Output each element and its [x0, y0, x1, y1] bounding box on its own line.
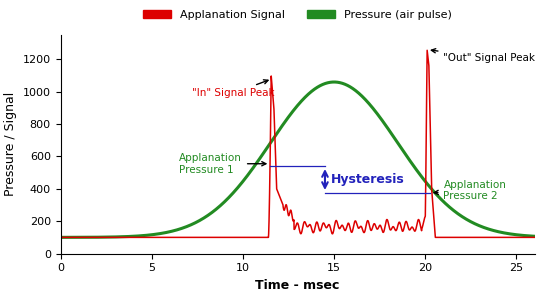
- Pressure (air pulse): [330, 80, 337, 84]
- Applanation Signal: [424, 49, 430, 52]
- Pressure (air pulse): [79, 236, 85, 239]
- Applanation Signal: [79, 236, 85, 239]
- Applanation Signal: [57, 236, 64, 239]
- Applanation Signal: [409, 226, 416, 229]
- Line: Applanation Signal: Applanation Signal: [60, 50, 535, 237]
- Applanation Signal: [523, 236, 529, 239]
- Text: Applanation
Pressure 2: Applanation Pressure 2: [434, 180, 506, 201]
- Applanation Signal: [383, 218, 390, 222]
- Applanation Signal: [241, 236, 248, 239]
- Text: Applanation
Pressure 1: Applanation Pressure 1: [179, 153, 266, 175]
- Pressure (air pulse): [523, 234, 529, 237]
- Pressure (air pulse): [57, 236, 64, 239]
- Text: Hysteresis: Hysteresis: [330, 173, 404, 186]
- Y-axis label: Pressure / Signal: Pressure / Signal: [4, 92, 17, 197]
- Pressure (air pulse): [383, 125, 390, 128]
- Text: "In" Signal Peak: "In" Signal Peak: [192, 80, 274, 98]
- Applanation Signal: [531, 236, 538, 239]
- Line: Pressure (air pulse): Pressure (air pulse): [60, 82, 535, 237]
- Text: "Out" Signal Peak: "Out" Signal Peak: [432, 49, 535, 63]
- Pressure (air pulse): [531, 234, 538, 238]
- Pressure (air pulse): [409, 163, 416, 166]
- Legend: Applanation Signal, Pressure (air pulse): Applanation Signal, Pressure (air pulse): [139, 6, 456, 25]
- X-axis label: Time - msec: Time - msec: [255, 279, 340, 292]
- Applanation Signal: [78, 236, 85, 239]
- Pressure (air pulse): [78, 236, 85, 239]
- Pressure (air pulse): [241, 178, 248, 181]
